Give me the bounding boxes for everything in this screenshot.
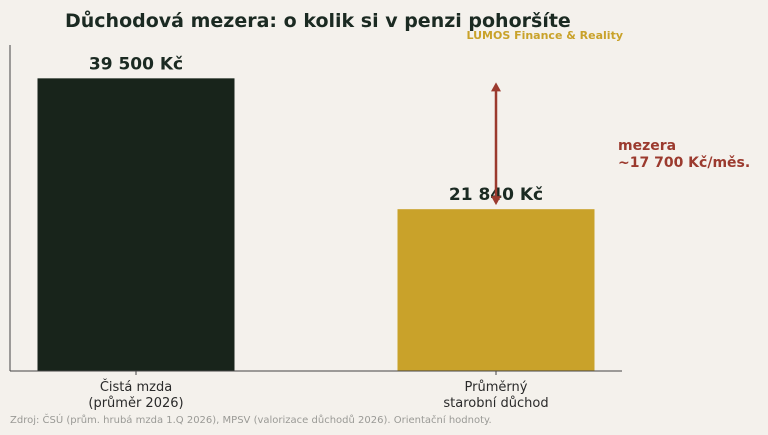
x-tick-label-0-0: Čistá mzda: [100, 379, 172, 395]
chart-title: Důchodová mezera: o kolik si v penzi poh…: [65, 9, 571, 32]
x-tick-label-1-1: starobní důchod: [443, 396, 548, 411]
gap-annotation: mezera ~17 700 Kč/měs.: [491, 82, 750, 206]
gap-label-line1: mezera: [618, 138, 676, 154]
value-label-0: 39 500 Kč: [89, 54, 183, 74]
x-tick-label-1-0: Průměrný: [465, 380, 528, 395]
gap-label-line2: ~17 700 Kč/měs.: [618, 155, 750, 171]
x-tick-label-0-1: (průměr 2026): [88, 396, 183, 411]
bar-1: [397, 209, 595, 371]
gap-arrow-head-top: [491, 82, 501, 92]
brand-label: LUMOS Finance & Reality: [466, 29, 623, 42]
x-ticks: Čistá mzda(průměr 2026) Průměrnýstarobní …: [88, 371, 549, 411]
bar-0: [37, 78, 235, 371]
source-note: Zdroj: ČSÚ (prům. hrubá mzda 1.Q 2026), …: [10, 413, 492, 426]
bars: [37, 78, 595, 371]
gap-arrow-head-bottom: [491, 196, 501, 206]
